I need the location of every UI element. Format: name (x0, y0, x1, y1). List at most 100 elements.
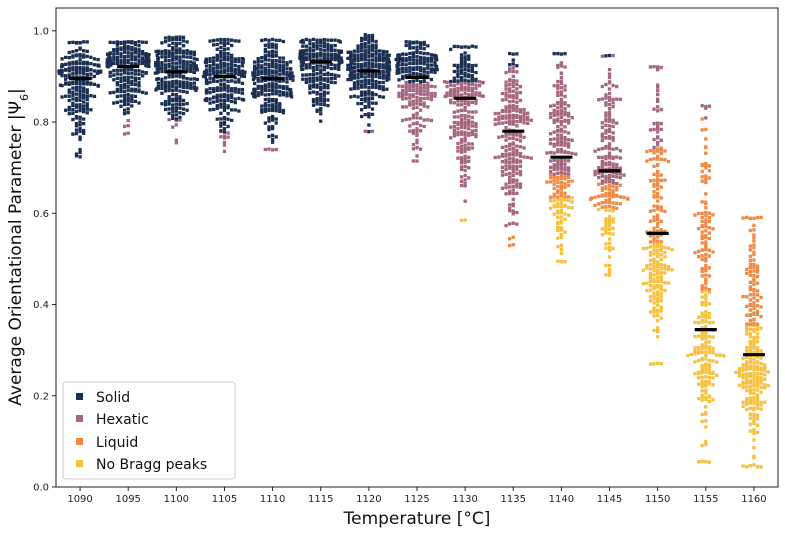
point-solid (319, 92, 323, 96)
point-solid (174, 85, 178, 89)
point-solid (367, 102, 371, 106)
point-liquid (652, 157, 656, 161)
legend-label-hexatic: Hexatic (96, 412, 149, 428)
point-hexatic (408, 129, 412, 133)
point-solid (301, 40, 305, 44)
point-hexatic (504, 80, 508, 84)
point-hexatic (656, 121, 660, 125)
point-solid (329, 57, 334, 61)
point-no-bragg-peaks (748, 379, 752, 383)
point-hexatic (556, 164, 560, 169)
point-solid (415, 72, 419, 76)
point-solid (133, 72, 138, 76)
point-hexatic (515, 210, 519, 215)
point-solid (360, 72, 364, 76)
point-no-bragg-peaks (656, 279, 660, 283)
point-hexatic (474, 134, 478, 139)
point-hexatic (508, 175, 512, 179)
point-no-bragg-peaks (755, 393, 760, 397)
point-solid (112, 58, 116, 62)
point-solid (219, 52, 223, 56)
point-no-bragg-peaks (704, 324, 708, 329)
point-no-bragg-peaks (752, 408, 756, 412)
point-liquid (656, 181, 660, 185)
point-hexatic (556, 63, 560, 68)
point-no-bragg-peaks (556, 215, 560, 219)
x-tick-label: 1090 (67, 494, 92, 505)
point-solid (160, 83, 164, 87)
point-solid (263, 50, 268, 54)
point-hexatic (422, 96, 426, 101)
point-solid (285, 87, 289, 91)
point-solid (74, 85, 79, 90)
point-solid (285, 76, 289, 81)
point-hexatic (600, 174, 604, 178)
point-no-bragg-peaks (552, 204, 556, 209)
point-solid (230, 53, 234, 57)
point-hexatic (652, 122, 656, 126)
point-solid (133, 79, 138, 83)
point-liquid (752, 289, 756, 293)
point-solid (260, 104, 264, 108)
point-solid (363, 79, 367, 83)
point-no-bragg-peaks (652, 286, 656, 291)
point-solid (270, 49, 275, 53)
point-no-bragg-peaks (604, 273, 608, 277)
point-liquid (752, 321, 756, 325)
point-solid (360, 43, 364, 47)
point-no-bragg-peaks (748, 335, 752, 339)
point-no-bragg-peaks (704, 293, 708, 297)
point-hexatic (556, 90, 560, 94)
point-solid (374, 43, 378, 47)
point-hexatic (415, 159, 419, 163)
point-solid (163, 66, 168, 70)
point-no-bragg-peaks (745, 402, 749, 406)
point-solid (85, 62, 89, 66)
point-solid (263, 102, 268, 106)
point-solid (122, 68, 127, 72)
point-hexatic (504, 152, 508, 156)
point-solid (352, 49, 357, 53)
point-solid (195, 57, 199, 62)
point-solid (319, 81, 323, 86)
point-solid (329, 44, 334, 48)
point-solid (219, 121, 223, 125)
point-solid (274, 54, 278, 58)
point-no-bragg-peaks (759, 376, 763, 380)
point-liquid (755, 264, 760, 268)
point-no-bragg-peaks (659, 263, 663, 267)
point-no-bragg-peaks (700, 389, 704, 393)
point-hexatic (511, 180, 515, 184)
x-tick-label: 1095 (115, 494, 140, 505)
point-solid (122, 102, 127, 107)
point-no-bragg-peaks (556, 225, 560, 230)
point-hexatic (497, 118, 501, 122)
point-liquid (652, 182, 656, 187)
point-no-bragg-peaks (745, 385, 749, 389)
point-hexatic (449, 88, 453, 92)
point-solid (67, 108, 71, 112)
point-solid (356, 72, 360, 77)
point-solid (422, 59, 426, 63)
point-hexatic (497, 121, 501, 126)
point-solid (422, 73, 426, 77)
point-hexatic (611, 181, 615, 185)
point-solid (387, 71, 391, 75)
point-solid (352, 94, 357, 98)
point-liquid (604, 185, 608, 189)
point-no-bragg-peaks (693, 372, 697, 376)
point-no-bragg-peaks (707, 290, 712, 294)
point-no-bragg-peaks (607, 227, 612, 232)
point-hexatic (467, 88, 471, 92)
point-solid (133, 94, 138, 98)
point-solid (137, 61, 141, 66)
point-hexatic (408, 103, 412, 107)
point-solid (133, 76, 138, 80)
point-solid (304, 48, 308, 52)
point-no-bragg-peaks (663, 263, 667, 268)
point-no-bragg-peaks (748, 332, 752, 336)
point-solid (130, 97, 134, 101)
point-hexatic (508, 206, 512, 211)
point-hexatic (459, 179, 464, 183)
point-no-bragg-peaks (755, 365, 760, 369)
